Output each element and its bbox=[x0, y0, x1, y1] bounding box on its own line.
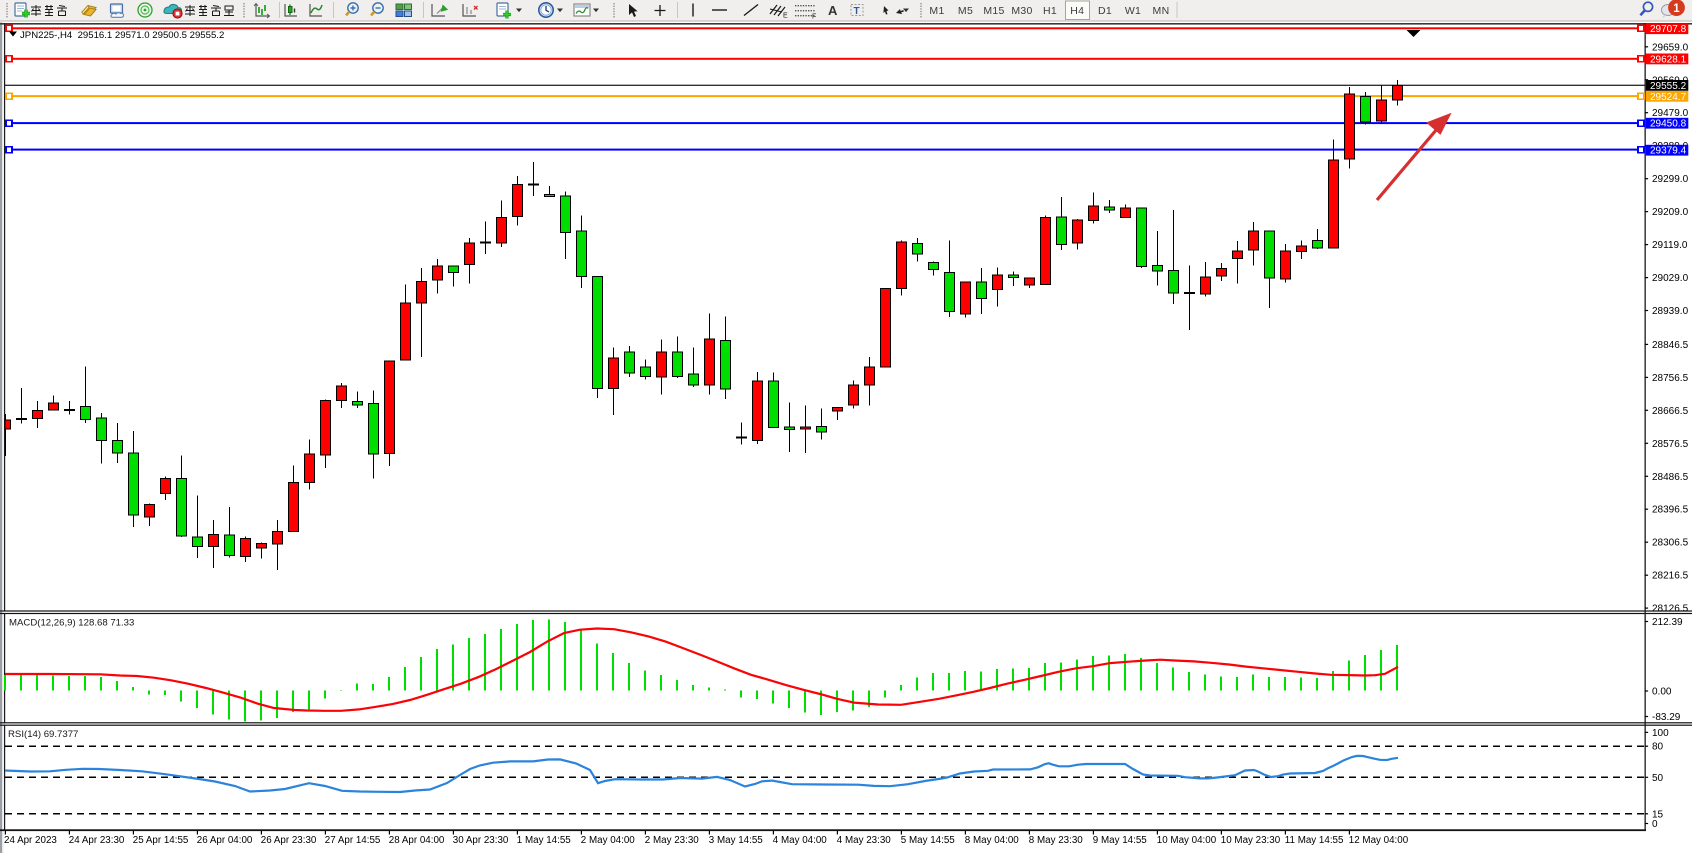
svg-text:4 May 23:30: 4 May 23:30 bbox=[837, 835, 891, 846]
svg-text:10 May 04:00: 10 May 04:00 bbox=[1157, 835, 1217, 846]
svg-text:D1: D1 bbox=[1098, 5, 1112, 17]
svg-text:11 May 14:55: 11 May 14:55 bbox=[1285, 835, 1344, 846]
svg-text:50: 50 bbox=[1652, 773, 1664, 784]
svg-text:JPN225-,H4 29516.1 29571.0 29: JPN225-,H4 29516.1 29571.0 29500.5 29555… bbox=[20, 30, 224, 41]
svg-text:1 May 14:55: 1 May 14:55 bbox=[517, 835, 571, 846]
svg-text:3 May 14:55: 3 May 14:55 bbox=[709, 835, 763, 846]
svg-text:80: 80 bbox=[1652, 742, 1664, 753]
svg-text:9 May 14:55: 9 May 14:55 bbox=[1093, 835, 1147, 846]
svg-text:M30: M30 bbox=[1011, 5, 1032, 17]
svg-text:24 Apr 23:30: 24 Apr 23:30 bbox=[69, 835, 125, 846]
svg-text:10 May 23:30: 10 May 23:30 bbox=[1221, 835, 1281, 846]
svg-text:27 Apr 14:55: 27 Apr 14:55 bbox=[325, 835, 381, 846]
svg-text:26 Apr 23:30: 26 Apr 23:30 bbox=[261, 835, 317, 846]
svg-text:F: F bbox=[812, 14, 816, 21]
svg-text:28 Apr 04:00: 28 Apr 04:00 bbox=[389, 835, 445, 846]
svg-text:29479.0: 29479.0 bbox=[1652, 108, 1689, 119]
svg-text:28216.5: 28216.5 bbox=[1652, 571, 1689, 582]
svg-text:-83.29: -83.29 bbox=[1652, 712, 1681, 723]
svg-text:2 May 23:30: 2 May 23:30 bbox=[645, 835, 699, 846]
svg-text:28939.0: 28939.0 bbox=[1652, 306, 1689, 317]
svg-text:28666.5: 28666.5 bbox=[1652, 406, 1689, 417]
svg-text:28576.5: 28576.5 bbox=[1652, 439, 1689, 450]
svg-text:28846.5: 28846.5 bbox=[1652, 340, 1689, 351]
svg-text:29029.0: 29029.0 bbox=[1652, 273, 1689, 284]
svg-text:0: 0 bbox=[1652, 819, 1658, 830]
svg-text:RSI(14) 69.7377: RSI(14) 69.7377 bbox=[8, 729, 78, 740]
svg-text:0.00: 0.00 bbox=[1652, 687, 1672, 698]
svg-text:29209.0: 29209.0 bbox=[1652, 207, 1689, 218]
svg-text:25 Apr 14:55: 25 Apr 14:55 bbox=[133, 835, 189, 846]
svg-text:H1: H1 bbox=[1043, 5, 1057, 17]
svg-text:24 Apr 2023: 24 Apr 2023 bbox=[4, 835, 57, 846]
svg-text:28306.5: 28306.5 bbox=[1652, 538, 1689, 549]
svg-text:100: 100 bbox=[1652, 728, 1669, 739]
svg-text:M1: M1 bbox=[929, 5, 944, 17]
svg-text:29524.7: 29524.7 bbox=[1650, 92, 1687, 103]
svg-text:29379.4: 29379.4 bbox=[1650, 146, 1687, 157]
svg-text:8 May 04:00: 8 May 04:00 bbox=[965, 835, 1019, 846]
svg-text:T: T bbox=[854, 6, 860, 17]
svg-text:15: 15 bbox=[1652, 809, 1664, 820]
svg-text:M15: M15 bbox=[983, 5, 1004, 17]
svg-text:29299.0: 29299.0 bbox=[1652, 174, 1689, 185]
svg-text:29450.8: 29450.8 bbox=[1650, 119, 1687, 130]
svg-text:M5: M5 bbox=[958, 5, 973, 17]
svg-text:MN: MN bbox=[1153, 5, 1170, 17]
svg-text:29628.1: 29628.1 bbox=[1650, 54, 1687, 65]
svg-text:12 May 04:00: 12 May 04:00 bbox=[1349, 835, 1409, 846]
svg-text:29555.2: 29555.2 bbox=[1650, 81, 1687, 92]
svg-text:212.39: 212.39 bbox=[1652, 617, 1683, 628]
svg-text:4 May 04:00: 4 May 04:00 bbox=[773, 835, 827, 846]
svg-text:A: A bbox=[828, 3, 838, 18]
svg-text:2 May 04:00: 2 May 04:00 bbox=[581, 835, 635, 846]
svg-text:1: 1 bbox=[1673, 3, 1680, 15]
svg-text:29707.8: 29707.8 bbox=[1650, 24, 1687, 35]
svg-text:29119.0: 29119.0 bbox=[1652, 240, 1688, 251]
svg-text:E: E bbox=[783, 13, 788, 20]
svg-text:W1: W1 bbox=[1125, 5, 1141, 17]
svg-text:28486.5: 28486.5 bbox=[1652, 472, 1689, 483]
svg-text:5 May 14:55: 5 May 14:55 bbox=[901, 835, 955, 846]
svg-text:MACD(12,26,9) 128.68 71.33: MACD(12,26,9) 128.68 71.33 bbox=[9, 618, 134, 629]
svg-text:H4: H4 bbox=[1070, 5, 1084, 17]
svg-text:28396.5: 28396.5 bbox=[1652, 505, 1689, 516]
svg-text:28756.5: 28756.5 bbox=[1652, 373, 1689, 384]
svg-text:26 Apr 04:00: 26 Apr 04:00 bbox=[197, 835, 253, 846]
svg-text:30 Apr 23:30: 30 Apr 23:30 bbox=[453, 835, 509, 846]
svg-text:28126.5: 28126.5 bbox=[1652, 604, 1689, 615]
svg-text:8 May 23:30: 8 May 23:30 bbox=[1029, 835, 1083, 846]
svg-text:29659.0: 29659.0 bbox=[1652, 42, 1689, 53]
